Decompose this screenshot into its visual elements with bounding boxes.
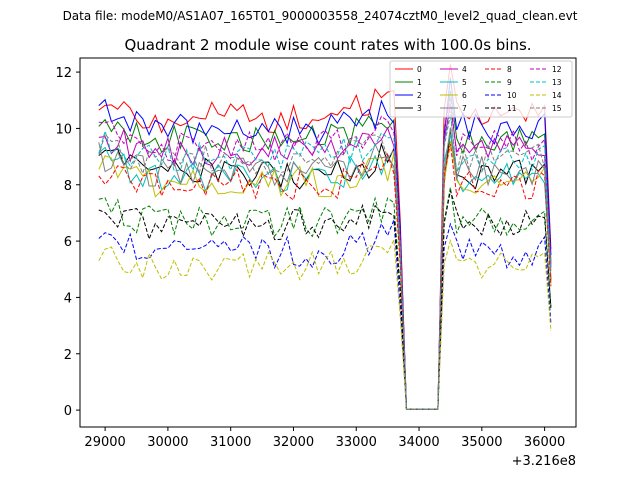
legend-label-7: 7 <box>462 104 467 113</box>
legend-label-11: 11 <box>507 104 517 113</box>
plot-frame <box>79 57 577 428</box>
legend-label-2: 2 <box>417 91 422 100</box>
series-line-6 <box>98 140 552 410</box>
x-axis: 29000 30000 31000 32000 33000 34000 35000 36000 <box>84 427 565 450</box>
x-tick-label: 29000 <box>84 435 125 450</box>
legend-label-14: 14 <box>552 91 562 100</box>
chart-title: Quadrant 2 module wise count rates with … <box>124 36 531 54</box>
y-tick-label: 4 <box>64 291 72 306</box>
y-tick-label: 10 <box>55 122 72 137</box>
series-line-9 <box>98 187 552 410</box>
series-line-8 <box>98 144 552 410</box>
series-line-11 <box>98 190 552 410</box>
series-line-15 <box>98 114 552 410</box>
legend-label-0: 0 <box>417 65 422 74</box>
series-line-1 <box>98 90 552 410</box>
legend-label-8: 8 <box>507 65 512 74</box>
y-tick-label: 8 <box>64 179 72 194</box>
legend-label-3: 3 <box>417 104 422 113</box>
y-tick-label: 6 <box>64 235 72 250</box>
legend-label-4: 4 <box>462 65 467 74</box>
x-tick-label: 36000 <box>524 435 565 450</box>
series-line-5 <box>98 134 552 410</box>
y-axis: 0 2 4 6 8 10 12 <box>55 66 80 419</box>
chart-suptitle: Data file: modeM0/AS1A07_165T01_90000035… <box>63 9 578 23</box>
series-line-7 <box>98 127 552 410</box>
y-tick-label: 0 <box>64 404 72 419</box>
legend-label-15: 15 <box>552 104 562 113</box>
legend-label-1: 1 <box>417 78 422 87</box>
x-tick-label: 31000 <box>210 435 251 450</box>
legend-label-6: 6 <box>462 91 467 100</box>
series-line-3 <box>98 130 552 410</box>
x-tick-label: 34000 <box>398 435 439 450</box>
legend-box <box>389 60 573 118</box>
legend-label-13: 13 <box>552 78 562 87</box>
x-tick-label: 35000 <box>461 435 502 450</box>
y-tick-label: 2 <box>64 348 72 363</box>
legend-label-9: 9 <box>507 78 512 87</box>
series-line-14 <box>98 238 552 410</box>
x-tick-label: 32000 <box>273 435 314 450</box>
x-offset-label: +3.216e8 <box>512 454 576 469</box>
y-tick-label: 12 <box>55 66 72 81</box>
plot-area <box>98 64 552 410</box>
legend-label-12: 12 <box>552 65 562 74</box>
legend-label-10: 10 <box>507 91 517 100</box>
x-tick-label: 30000 <box>147 435 188 450</box>
x-tick-label: 33000 <box>336 435 377 450</box>
legend-label-5: 5 <box>462 78 467 87</box>
series-line-10 <box>98 219 552 410</box>
series-line-13 <box>98 110 552 410</box>
series-line-4 <box>98 104 552 410</box>
